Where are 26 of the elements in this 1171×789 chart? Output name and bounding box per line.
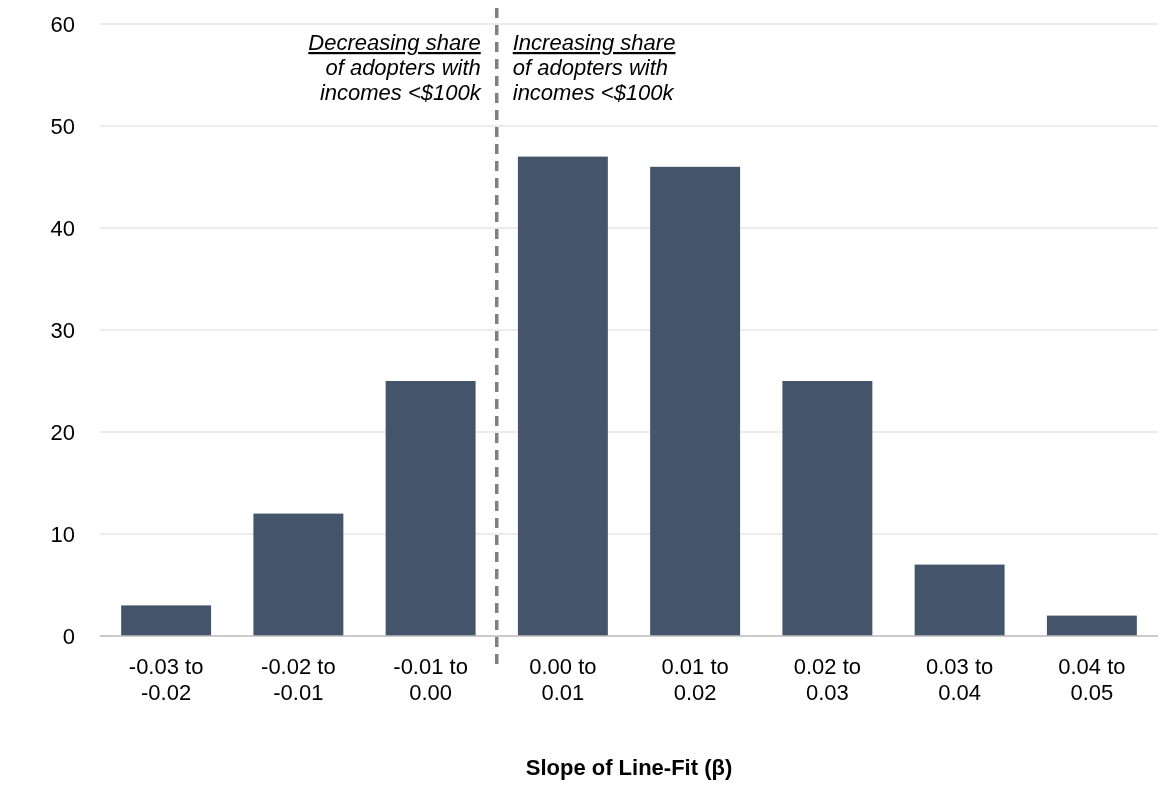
bar	[253, 513, 344, 636]
bar	[121, 605, 212, 636]
y-tick-label: 20	[50, 419, 75, 445]
x-axis-title: Slope of Line-Fit (β)	[525, 755, 733, 780]
x-tick-label: -0.01 to 0.00	[393, 654, 468, 706]
bar	[385, 381, 476, 636]
y-tick-label: 30	[50, 317, 75, 343]
x-tick-label: 0.01 to 0.02	[661, 654, 729, 706]
annotation: Increasing share of adopters with incomes <$100k	[512, 30, 676, 105]
y-tick-label: 10	[50, 521, 75, 547]
bar	[914, 564, 1005, 636]
x-tick-label: -0.02 to -0.01	[261, 654, 336, 706]
bar	[517, 156, 608, 636]
annotation: Decreasing share of adopters with incomes <$100k	[308, 30, 482, 105]
y-tick-label: 60	[50, 11, 75, 37]
x-tick-label: 0.02 to 0.03	[793, 654, 862, 706]
x-tick-label: -0.03 to -0.02	[128, 654, 204, 706]
x-tick-label: 0.00 to 0.01	[529, 654, 597, 706]
y-tick-label: 40	[50, 215, 75, 241]
bar	[650, 166, 741, 636]
bar	[1046, 615, 1137, 636]
y-tick-label: 50	[50, 113, 75, 139]
bar	[782, 381, 873, 636]
x-tick-label: 0.03 to 0.04	[925, 654, 994, 706]
y-tick-label: 0	[62, 623, 75, 649]
x-tick-label: 0.04 to 0.05	[1058, 654, 1126, 706]
